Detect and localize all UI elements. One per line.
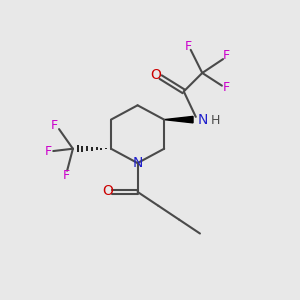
Text: O: O bbox=[151, 68, 161, 82]
Text: H: H bbox=[210, 114, 220, 127]
Text: F: F bbox=[62, 169, 70, 182]
Text: F: F bbox=[45, 145, 52, 158]
Text: N: N bbox=[132, 156, 143, 170]
Text: N: N bbox=[197, 112, 208, 127]
Text: F: F bbox=[184, 40, 191, 53]
Text: F: F bbox=[223, 82, 230, 94]
Text: O: O bbox=[102, 184, 113, 198]
Polygon shape bbox=[164, 116, 193, 123]
Text: F: F bbox=[51, 119, 58, 132]
Text: F: F bbox=[223, 49, 230, 62]
